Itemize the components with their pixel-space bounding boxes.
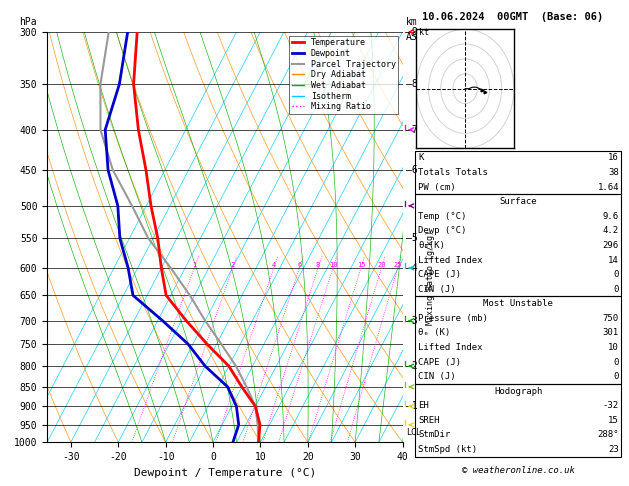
Text: EH: EH bbox=[418, 401, 429, 410]
Text: 10.06.2024  00GMT  (Base: 06): 10.06.2024 00GMT (Base: 06) bbox=[422, 12, 603, 22]
Text: 4.2: 4.2 bbox=[603, 226, 619, 235]
Text: –2: –2 bbox=[406, 361, 418, 371]
Text: –8: –8 bbox=[406, 79, 418, 89]
Text: 1.64: 1.64 bbox=[598, 183, 619, 191]
Text: 10: 10 bbox=[329, 262, 337, 268]
Text: 288°: 288° bbox=[598, 431, 619, 439]
Text: km: km bbox=[406, 17, 418, 28]
Text: PW (cm): PW (cm) bbox=[418, 183, 456, 191]
Text: Lifted Index: Lifted Index bbox=[418, 343, 483, 352]
Text: 1: 1 bbox=[192, 262, 196, 268]
Text: –9: –9 bbox=[406, 27, 418, 36]
Text: Hodograph: Hodograph bbox=[494, 387, 542, 396]
Text: 20: 20 bbox=[377, 262, 386, 268]
Text: Mixing Ratio (g/kg): Mixing Ratio (g/kg) bbox=[426, 230, 435, 326]
Text: CAPE (J): CAPE (J) bbox=[418, 270, 461, 279]
Text: –4: –4 bbox=[406, 263, 418, 273]
Text: 23: 23 bbox=[608, 445, 619, 454]
Text: 4: 4 bbox=[272, 262, 276, 268]
Text: Temp (°C): Temp (°C) bbox=[418, 212, 467, 221]
Text: 0: 0 bbox=[613, 372, 619, 381]
Text: 6: 6 bbox=[297, 262, 301, 268]
Text: Lifted Index: Lifted Index bbox=[418, 256, 483, 264]
Text: Surface: Surface bbox=[499, 197, 537, 206]
Text: 25: 25 bbox=[393, 262, 402, 268]
Text: StmSpd (kt): StmSpd (kt) bbox=[418, 445, 477, 454]
Text: 296: 296 bbox=[603, 241, 619, 250]
Text: 9.6: 9.6 bbox=[603, 212, 619, 221]
Text: 301: 301 bbox=[603, 329, 619, 337]
Text: 2: 2 bbox=[230, 262, 235, 268]
Text: Most Unstable: Most Unstable bbox=[483, 299, 554, 308]
Text: K: K bbox=[418, 154, 424, 162]
Text: θₑ(K): θₑ(K) bbox=[418, 241, 445, 250]
Text: 0: 0 bbox=[613, 358, 619, 366]
Text: 15: 15 bbox=[608, 416, 619, 425]
Text: 0: 0 bbox=[613, 270, 619, 279]
Text: 14: 14 bbox=[608, 256, 619, 264]
Text: 750: 750 bbox=[603, 314, 619, 323]
Text: -32: -32 bbox=[603, 401, 619, 410]
Text: –3: –3 bbox=[406, 315, 418, 326]
Text: © weatheronline.co.uk: © weatheronline.co.uk bbox=[462, 466, 575, 475]
Text: –1: –1 bbox=[406, 401, 418, 411]
Legend: Temperature, Dewpoint, Parcel Trajectory, Dry Adiabat, Wet Adiabat, Isotherm, Mi: Temperature, Dewpoint, Parcel Trajectory… bbox=[289, 36, 398, 114]
Text: hPa: hPa bbox=[19, 17, 36, 28]
Text: kt: kt bbox=[419, 28, 429, 37]
Text: –5: –5 bbox=[406, 233, 418, 243]
Text: Dewp (°C): Dewp (°C) bbox=[418, 226, 467, 235]
Text: –6: –6 bbox=[406, 165, 418, 175]
Text: –7: –7 bbox=[406, 125, 418, 135]
Text: LCL: LCL bbox=[406, 429, 421, 437]
Text: CIN (J): CIN (J) bbox=[418, 285, 456, 294]
Text: Totals Totals: Totals Totals bbox=[418, 168, 488, 177]
X-axis label: Dewpoint / Temperature (°C): Dewpoint / Temperature (°C) bbox=[134, 468, 316, 478]
Text: CIN (J): CIN (J) bbox=[418, 372, 456, 381]
Text: 38: 38 bbox=[608, 168, 619, 177]
Text: 0: 0 bbox=[613, 285, 619, 294]
Text: θₑ (K): θₑ (K) bbox=[418, 329, 450, 337]
Text: 16: 16 bbox=[608, 154, 619, 162]
Text: 10: 10 bbox=[608, 343, 619, 352]
Text: StmDir: StmDir bbox=[418, 431, 450, 439]
Text: ASL: ASL bbox=[406, 32, 424, 42]
Text: Pressure (mb): Pressure (mb) bbox=[418, 314, 488, 323]
Text: 15: 15 bbox=[357, 262, 365, 268]
Text: SREH: SREH bbox=[418, 416, 440, 425]
Text: 8: 8 bbox=[316, 262, 320, 268]
Text: CAPE (J): CAPE (J) bbox=[418, 358, 461, 366]
